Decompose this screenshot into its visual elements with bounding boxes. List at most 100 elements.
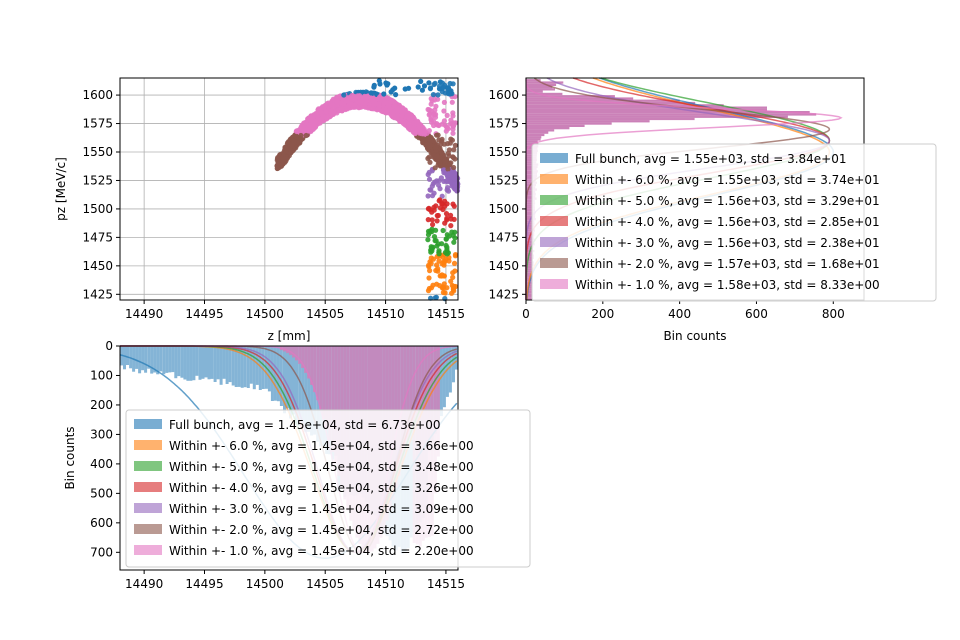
pz-hist-bar (526, 120, 650, 123)
z-hist-bar (222, 346, 226, 379)
pz-hist-bar (526, 263, 534, 266)
z-hist-bar (304, 346, 308, 373)
scatter-point (421, 83, 428, 89)
scatter-point (383, 80, 389, 86)
scatter-point (439, 149, 445, 156)
z-hist-ytick-label: 600 (90, 516, 113, 530)
scatter-point (429, 183, 435, 189)
z-hist-bar (261, 346, 265, 389)
scatter-point (418, 78, 424, 84)
scatter-point (436, 251, 442, 257)
scatter-point (361, 93, 368, 99)
z-hist-ytick-label: 700 (90, 545, 113, 559)
scatter-point (425, 193, 431, 199)
pz-hist-bar (526, 211, 536, 214)
z-hist-bar (409, 346, 413, 430)
z-hist-ytick-label: 200 (90, 398, 113, 412)
z-hist-bar (138, 346, 142, 374)
pz-hist-legend-swatch (540, 279, 568, 289)
scatter-point (376, 78, 382, 84)
z-hist-xtick-label: 14495 (185, 577, 223, 591)
z-hist-bar (141, 346, 145, 371)
pz-hist-bar (526, 231, 535, 234)
pz-hist-bar (526, 259, 533, 262)
scatter-point (291, 138, 297, 144)
z-hist-bar (201, 346, 205, 379)
z-hist-bar (406, 346, 410, 441)
scatter-point (323, 108, 329, 115)
scatter-point (434, 121, 440, 127)
z-hist-bar (240, 346, 244, 388)
pz-hist-ytick-label: 1575 (488, 117, 519, 131)
pz-hist-legend-label: Within +- 5.0 %, avg = 1.56e+03, std = 3… (575, 194, 880, 208)
scatter-point (296, 140, 302, 146)
z-hist-bar (298, 346, 302, 364)
scatter-point (442, 249, 448, 256)
scatter-point (437, 205, 443, 211)
pz-hist-bar (526, 254, 534, 257)
pz-hist-bar (526, 193, 536, 196)
scatter-point (429, 229, 435, 235)
scatter-point (274, 165, 281, 171)
scatter-point (291, 147, 297, 153)
z-hist-legend-label: Within +- 5.0 %, avg = 1.45e+04, std = 3… (169, 460, 474, 474)
scatter-point (425, 171, 431, 178)
scatter-xtick-label: 14490 (125, 307, 163, 321)
scatter-point (298, 124, 305, 130)
z-hist-bar (207, 346, 211, 380)
pz-hist-bar (526, 268, 534, 271)
pz-hist-bar (526, 261, 534, 264)
scatter-point (442, 82, 448, 88)
pz-hist-bar (526, 204, 535, 207)
z-hist-bar (295, 346, 298, 361)
z-hist-ytick-label: 0 (105, 339, 113, 353)
z-hist-bar (316, 346, 320, 401)
scatter-point (437, 79, 443, 85)
scatter-point (452, 268, 458, 274)
z-hist-bar (286, 346, 289, 409)
scatter-point (336, 107, 342, 113)
z-hist-legend-swatch (134, 524, 162, 534)
scatter-frame (119, 77, 459, 301)
scatter-point (309, 124, 315, 130)
pz-hist-bar (526, 272, 533, 275)
pz-hist-bar (526, 293, 533, 296)
scatter-point (450, 123, 456, 129)
pz-hist-legend-swatch (540, 216, 568, 226)
z-hist-bar (442, 346, 446, 408)
scatter-point (303, 132, 309, 139)
scatter-point (430, 282, 436, 288)
scatter-point (430, 92, 436, 98)
z-hist-bar (289, 346, 292, 419)
z-hist-bar (228, 346, 232, 383)
pz-hist-bar (526, 208, 535, 212)
pz-hist-legend-label: Within +- 2.0 %, avg = 1.57e+03, std = 1… (575, 257, 880, 271)
z-hist-xtick-label: 14490 (125, 577, 163, 591)
scatter-point (329, 110, 335, 116)
pz-hist-bar (526, 206, 535, 209)
scatter-point (427, 159, 433, 165)
scatter-point (427, 268, 433, 274)
scatter-point (324, 114, 330, 121)
pz-hist-bar (526, 138, 541, 141)
scatter-point (308, 117, 314, 124)
scatter-point (443, 256, 449, 262)
z-hist-legend-label: Within +- 2.0 %, avg = 1.45e+04, std = 2… (169, 523, 474, 537)
scatter-point (450, 81, 456, 87)
z-hist-bar (334, 346, 338, 464)
scatter-point (397, 108, 403, 114)
scatter-point (451, 283, 457, 289)
pz-hist-bar (526, 270, 533, 273)
z-hist-xtick-label: 14505 (306, 577, 344, 591)
z-hist-bar (258, 346, 262, 390)
scatter-point (351, 102, 358, 108)
z-hist-legend-label: Within +- 6.0 %, avg = 1.45e+04, std = 3… (169, 439, 474, 453)
scatter-point (362, 104, 368, 110)
pz-hist-bar (526, 140, 538, 143)
pz-hist-bar (526, 88, 555, 91)
scatter-point (444, 215, 450, 221)
scatter-point (279, 162, 285, 168)
scatter-point (331, 104, 337, 110)
z-hist-legend-label: Full bunch, avg = 1.45e+04, std = 6.73e+… (169, 418, 441, 432)
pz-hist-xtick-label: 800 (822, 307, 845, 321)
